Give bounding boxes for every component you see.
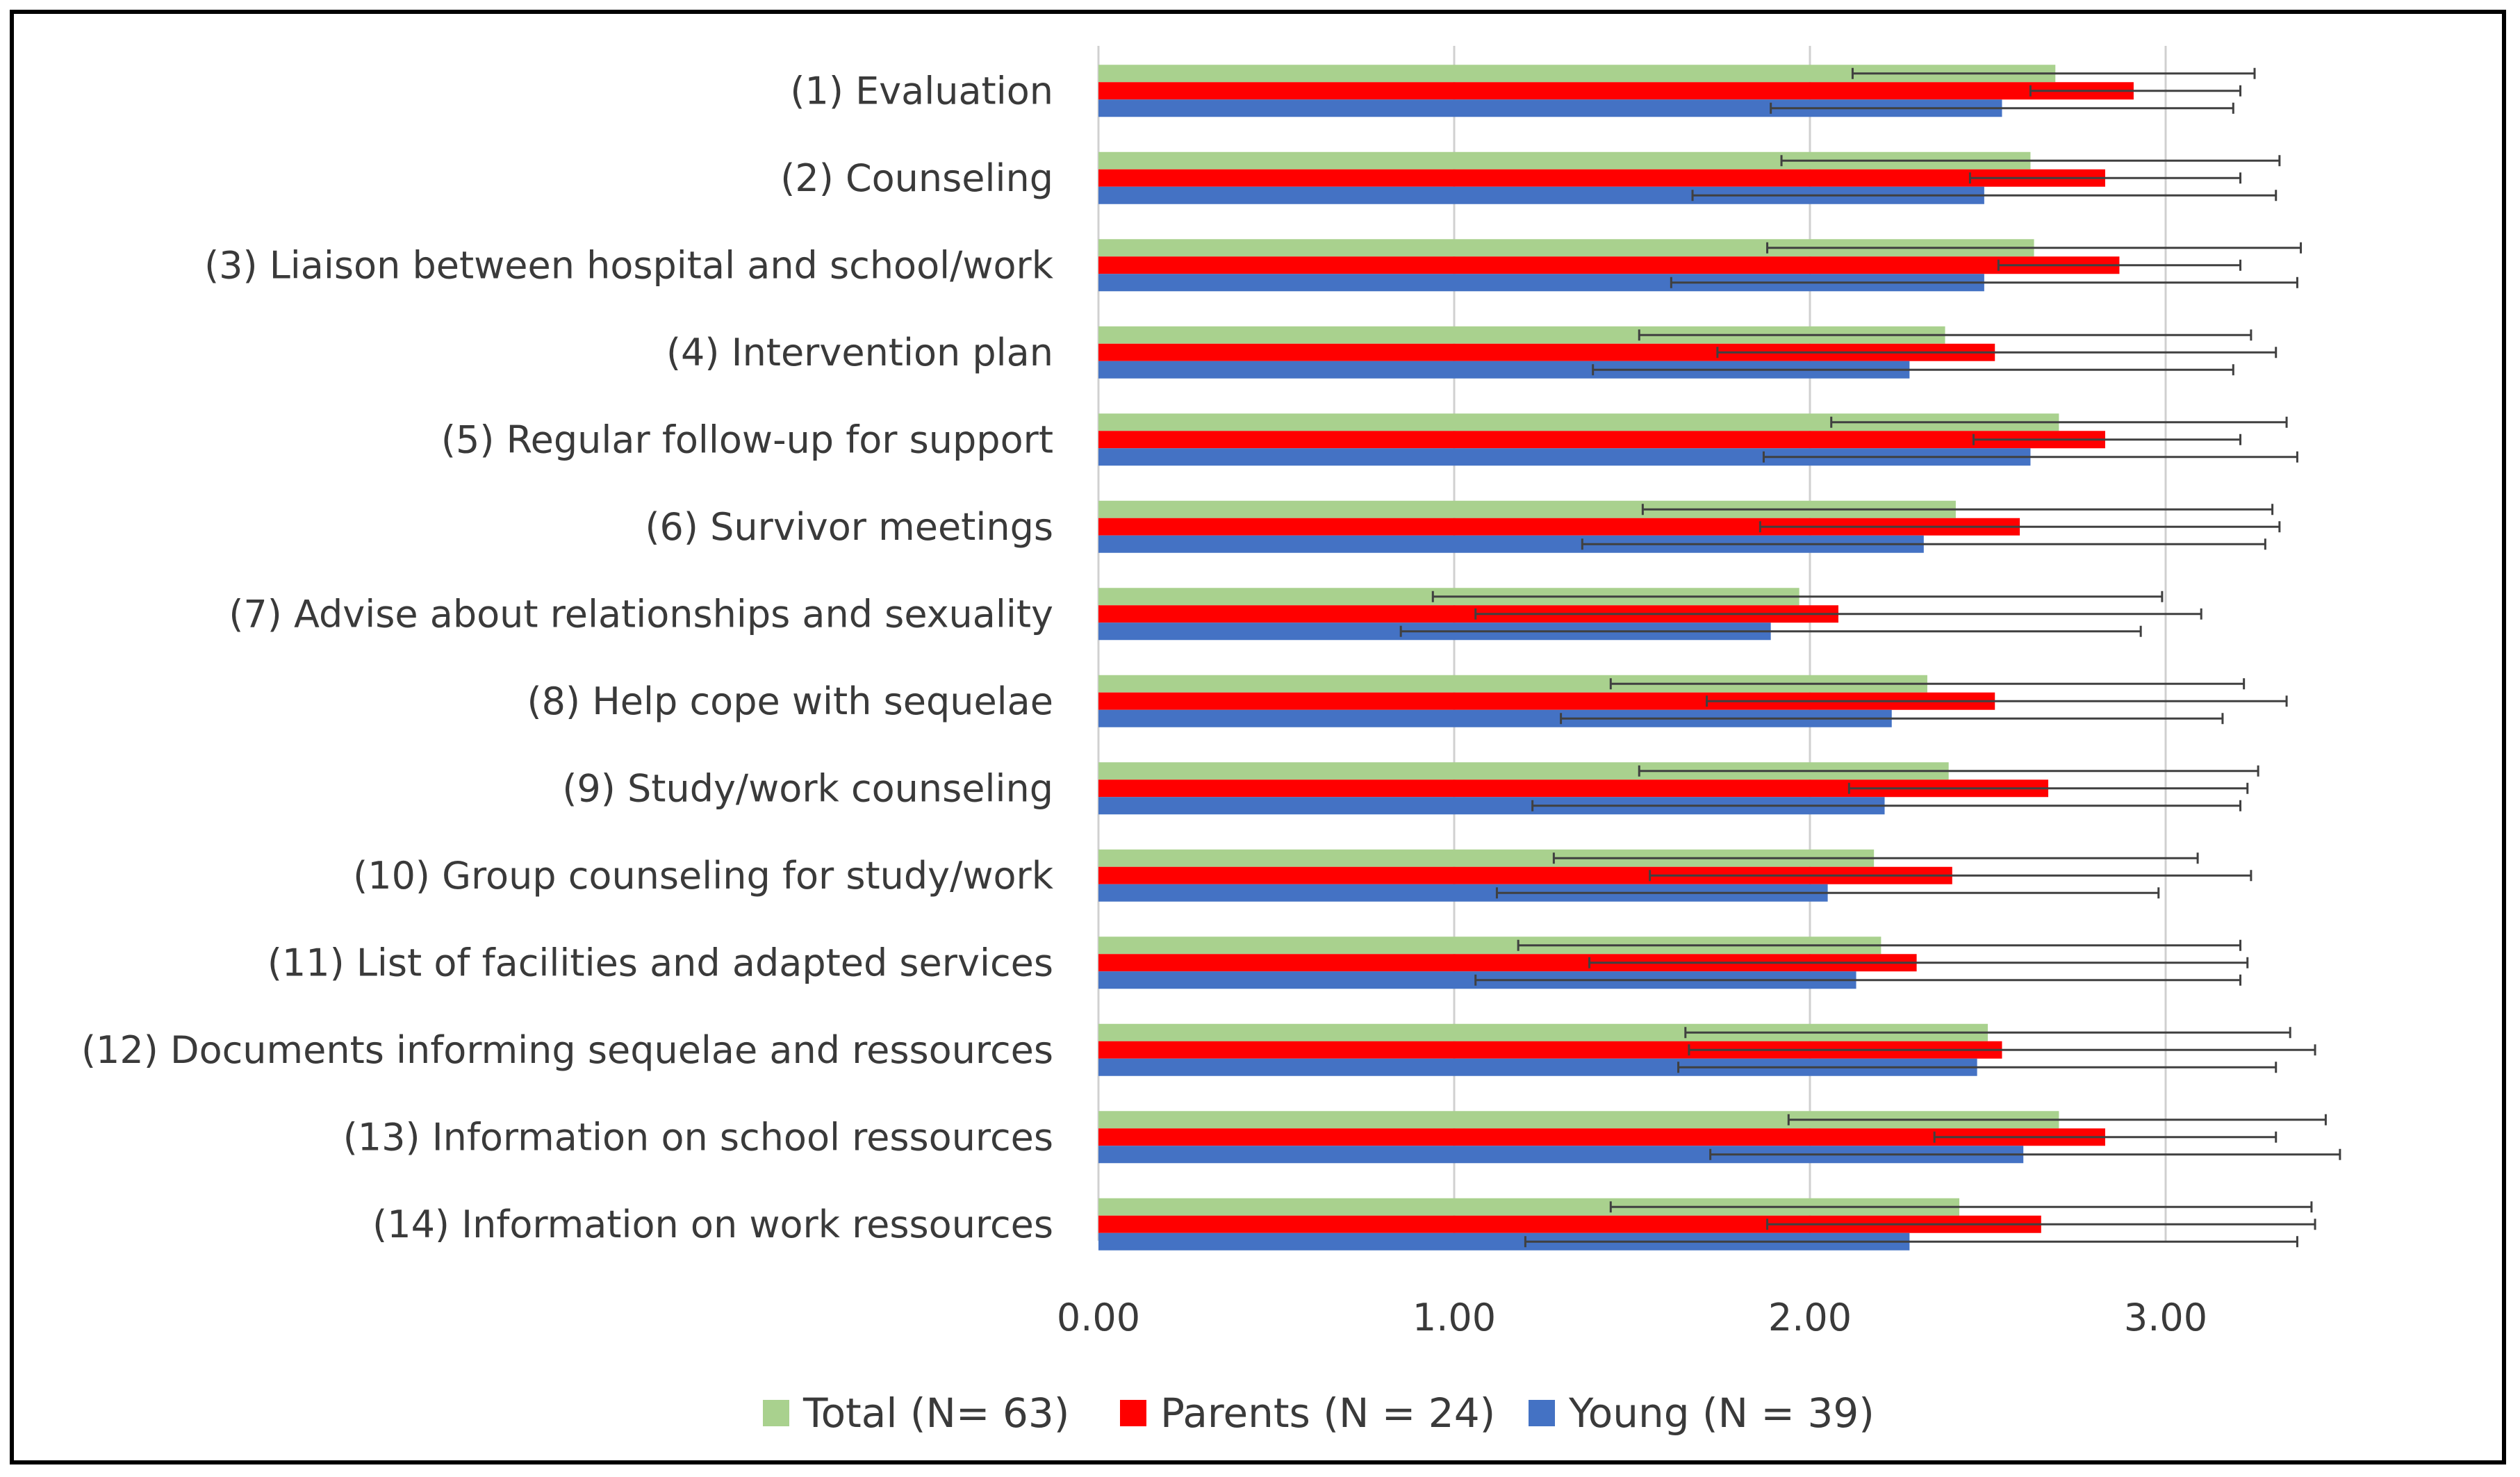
category-label: (14) Information on work ressources — [372, 1203, 1053, 1246]
bar-chart: (1) Evaluation (2) Counseling (3) Liaison … — [81, 46, 2341, 1437]
category-label: (13) Information on school ressources — [343, 1115, 1053, 1159]
category-label: (1) Evaluation — [790, 69, 1053, 113]
legend-swatch — [763, 1400, 789, 1426]
category-label: (12) Documents informing sequelae and re… — [81, 1028, 1053, 1072]
category-label: (6) Survivor meetings — [645, 505, 1053, 549]
bar-parents — [1098, 256, 2120, 274]
legend-total: Total (N= 63) — [763, 1389, 1069, 1437]
category-label: (4) Intervention plan — [666, 331, 1053, 374]
chart-frame: (1) Evaluation (2) Counseling (3) Liaison … — [10, 10, 2506, 1464]
legend-label: Total (N= 63) — [802, 1389, 1069, 1437]
category-label: (10) Group counseling for study/work — [353, 854, 1054, 898]
error-bars — [1399, 67, 2341, 1248]
bars — [1098, 65, 2134, 1251]
legend-label: Young (N = 39) — [1568, 1389, 1875, 1437]
category-label: (5) Regular follow-up for support — [441, 418, 1053, 461]
legend-swatch — [1529, 1400, 1555, 1426]
legend-label: Parents (N = 24) — [1160, 1389, 1495, 1437]
bar-parents — [1098, 169, 2105, 187]
legend: Total (N= 63) Parents (N = 24) Young (N = … — [763, 1389, 1875, 1437]
x-axis-tick-labels: 0.00 1.00 2.00 3.00 — [1057, 1296, 2207, 1339]
legend-young: Young (N = 39) — [1529, 1389, 1875, 1437]
category-label: (2) Counseling — [780, 156, 1053, 200]
category-labels: (1) Evaluation (2) Counseling (3) Liaison … — [81, 69, 1054, 1246]
category-label: (7) Advise about relationships and sexua… — [229, 592, 1053, 636]
category-label: (8) Help cope with sequelae — [527, 679, 1053, 723]
bar-parents — [1098, 431, 2105, 449]
x-tick-label: 2.00 — [1768, 1296, 1852, 1339]
legend-parents: Parents (N = 24) — [1120, 1389, 1495, 1437]
x-tick-label: 0.00 — [1057, 1296, 1140, 1339]
bar-parents — [1098, 82, 2134, 100]
x-tick-label: 3.00 — [2124, 1296, 2207, 1339]
category-label: (9) Study/work counseling — [562, 766, 1053, 810]
legend-swatch — [1120, 1400, 1146, 1426]
category-label: (11) List of facilities and adapted serv… — [267, 941, 1053, 984]
category-label: (3) Liaison between hospital and school/… — [204, 243, 1054, 287]
x-tick-label: 1.00 — [1413, 1296, 1496, 1339]
